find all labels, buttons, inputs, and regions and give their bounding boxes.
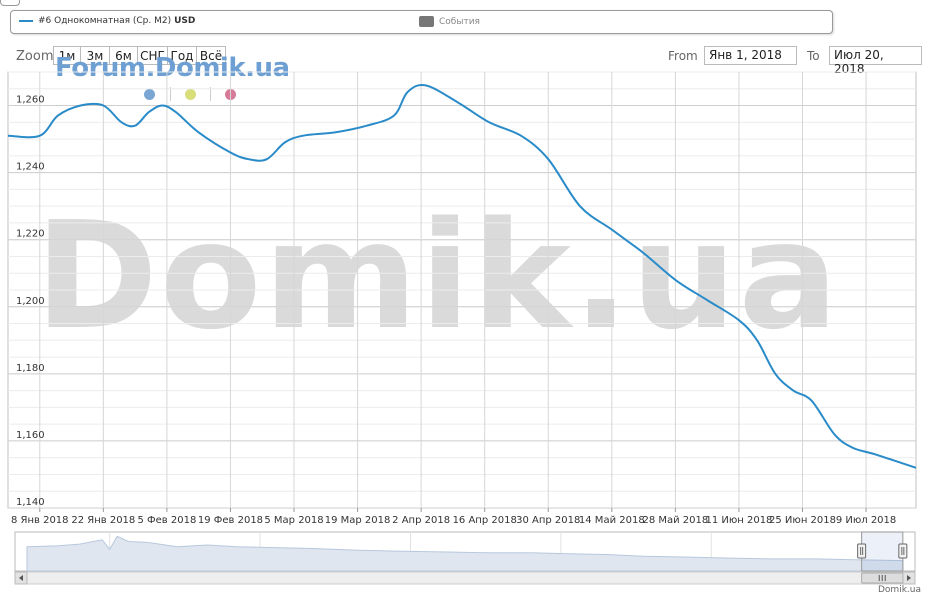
zoom-label: Zoom bbox=[16, 49, 54, 64]
y-tick-label: 1,180 bbox=[16, 363, 45, 374]
corner-tab bbox=[0, 0, 20, 6]
x-tick-label: 2 Апр 2018 bbox=[392, 515, 450, 526]
zoom-1m-button[interactable]: 1м bbox=[53, 46, 80, 65]
dot-separator bbox=[210, 87, 211, 101]
blue-dot-icon bbox=[144, 89, 155, 100]
zoom-button-group: 1м 3м 6м СНГ Год Всё bbox=[53, 46, 226, 65]
series-line[interactable] bbox=[7, 83, 917, 469]
zoom-ytd-button[interactable]: СНГ bbox=[137, 46, 167, 65]
y-tick-label: 1,260 bbox=[16, 95, 45, 106]
y-tick-label: 1,200 bbox=[16, 296, 45, 307]
zoom-6m-button[interactable]: 6м bbox=[109, 46, 137, 65]
zoom-1y-button[interactable]: Год bbox=[167, 46, 196, 65]
legend-events-item[interactable]: События bbox=[419, 16, 480, 27]
y-tick-label: 1,220 bbox=[16, 229, 45, 240]
x-tick-label: 19 Мар 2018 bbox=[325, 515, 391, 526]
navigator-selection[interactable] bbox=[861, 531, 904, 572]
chart-legend: #6 Однокомнатная (Ср. М2) USD События bbox=[10, 10, 833, 34]
range-from-input[interactable]: Янв 1, 2018 bbox=[704, 46, 797, 65]
x-tick-label: 22 Янв 2018 bbox=[71, 515, 135, 526]
x-tick-label: 9 Июл 2018 bbox=[836, 515, 896, 526]
legend-series-item[interactable]: #6 Однокомнатная (Ср. М2) USD bbox=[19, 16, 195, 26]
legend-series-unit: USD bbox=[174, 16, 196, 26]
y-tick-label: 1,240 bbox=[16, 162, 45, 173]
range-to-input[interactable]: Июл 20, 2018 bbox=[829, 46, 922, 76]
y-tick-label: 1,160 bbox=[16, 430, 45, 441]
scrollbar-thumb[interactable] bbox=[861, 572, 904, 584]
zoom-all-button[interactable]: Всё bbox=[196, 46, 226, 65]
x-tick-label: 11 Июн 2018 bbox=[705, 515, 772, 526]
navigator-series bbox=[26, 535, 904, 572]
domik-watermark: Domik.ua bbox=[35, 190, 841, 362]
x-tick-label: 19 Фев 2018 bbox=[198, 515, 263, 526]
range-from-label: From bbox=[668, 49, 698, 63]
scrollbar-track[interactable] bbox=[14, 571, 916, 585]
y-tick-label: 1,140 bbox=[16, 497, 45, 508]
scroll-left-arrow-icon[interactable] bbox=[14, 571, 28, 585]
x-tick-label: 28 Май 2018 bbox=[642, 515, 708, 526]
stock-chart: 1,140 1,160 1,180 1,200 1,220 1,240 1,260 8 Ян… bbox=[7, 71, 917, 585]
range-to-label: To bbox=[807, 49, 820, 63]
navigator-left-handle[interactable] bbox=[857, 543, 867, 559]
x-tick-label: 8 Янв 2018 bbox=[11, 515, 69, 526]
events-square-icon bbox=[419, 16, 434, 27]
x-tick-label: 5 Фев 2018 bbox=[137, 515, 196, 526]
x-tick-label: 5 Мар 2018 bbox=[264, 515, 323, 526]
legend-events-label: События bbox=[439, 16, 480, 27]
x-tick-label: 14 Май 2018 bbox=[579, 515, 645, 526]
navigator-right-handle[interactable] bbox=[898, 543, 908, 559]
legend-series-name: #6 Однокомнатная (Ср. М2) bbox=[38, 16, 172, 26]
yellow-dot-icon bbox=[185, 89, 196, 100]
dot-separator bbox=[170, 87, 171, 101]
x-tick-label: 30 Апр 2018 bbox=[516, 515, 580, 526]
credit-link[interactable]: Domik.ua bbox=[878, 585, 921, 595]
x-tick-label: 25 Июн 2018 bbox=[769, 515, 836, 526]
x-tick-label: 16 Апр 2018 bbox=[453, 515, 517, 526]
series-line-icon bbox=[19, 20, 33, 22]
forum-logo: Forum.Domik.ua bbox=[55, 53, 290, 83]
scroll-right-arrow-icon[interactable] bbox=[902, 571, 916, 585]
zoom-3m-button[interactable]: 3м bbox=[80, 46, 109, 65]
